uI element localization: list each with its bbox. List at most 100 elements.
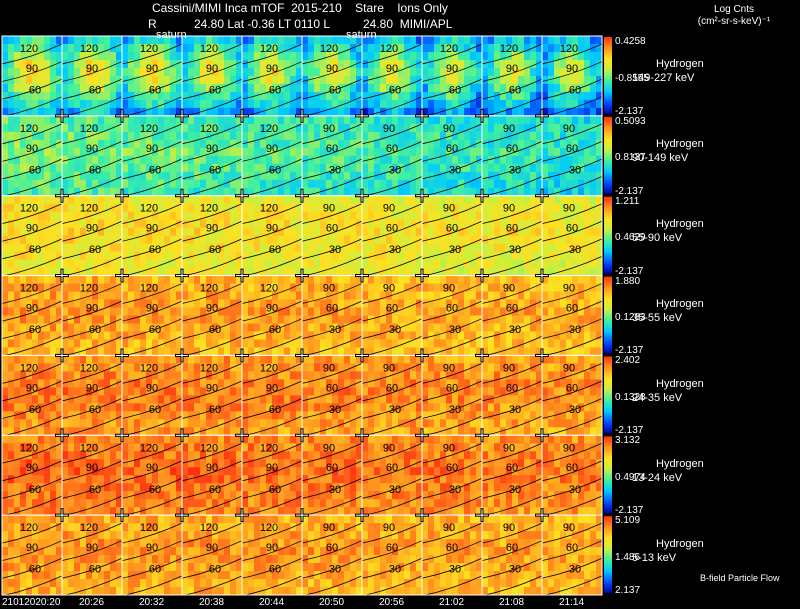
contour-label: 60 xyxy=(386,542,398,554)
saturn-marker-label: saturn xyxy=(346,29,377,41)
contour-label: 30 xyxy=(509,244,521,256)
contour-label: 60 xyxy=(326,303,338,315)
heatmap-panel: 120 90 60 xyxy=(61,115,123,197)
contour-label: 90 xyxy=(443,522,455,534)
colorbar-min-label: -2.137 xyxy=(615,105,644,117)
contour-label: 120 xyxy=(80,203,98,215)
heatmap-panel: 120 90 60 xyxy=(241,514,303,597)
crosshair-marker xyxy=(535,108,549,123)
contour-label: 60 xyxy=(446,303,458,315)
contour-label: 90 xyxy=(503,283,515,295)
contour-label: 30 xyxy=(389,484,401,496)
colorbar-max-label: 1.880 xyxy=(615,275,641,287)
crosshair-marker xyxy=(295,348,309,363)
crosshair-marker xyxy=(475,268,489,283)
contour-label: 60 xyxy=(446,542,458,554)
contour-label: 60 xyxy=(269,164,281,176)
heatmap-panel: 120 90 60 xyxy=(61,35,123,118)
contour-label: 30 xyxy=(509,324,521,336)
contour-label: 120 xyxy=(440,43,458,55)
contour-label: 90 xyxy=(26,382,38,394)
heatmap-panel: 120 90 60 xyxy=(241,354,303,437)
contour-label: 90 xyxy=(383,442,395,454)
contour-label: 90 xyxy=(506,63,518,75)
colorbar-max-label: 0.4258 xyxy=(615,36,646,47)
contour-label: 90 xyxy=(206,542,218,554)
heatmap-panel: 90 60 30 xyxy=(301,195,363,277)
contour-label: 30 xyxy=(449,564,461,576)
colorbar xyxy=(604,516,612,593)
crosshair-marker xyxy=(535,428,549,443)
heatmap-panel: 120 90 60 xyxy=(181,195,243,277)
contour-label: 30 xyxy=(329,164,341,176)
heatmap-panel: 120 90 60 xyxy=(61,195,123,277)
contour-label: 60 xyxy=(89,244,101,256)
heatmap-panel: 120 90 60 xyxy=(421,35,483,118)
contour-label: 120 xyxy=(140,442,158,454)
colorbar-max-label: 3.132 xyxy=(615,435,641,447)
crosshair-marker xyxy=(115,428,129,443)
crosshair-marker xyxy=(175,188,189,203)
colorbar-max-label: 5.109 xyxy=(615,515,641,527)
heatmap-panel: 120 90 60 xyxy=(121,195,183,277)
contour-label: 120 xyxy=(140,43,158,55)
contour-label: 90 xyxy=(146,382,158,394)
contour-label: 90 xyxy=(563,362,575,374)
heatmap-panel: 90 60 30 xyxy=(301,115,363,197)
heatmap-panel: 120 90 60 xyxy=(181,354,243,437)
colorbar-min-label: -2.137 xyxy=(615,185,644,197)
heatmap-panel: 120 90 60 xyxy=(1,434,63,517)
crosshair-marker xyxy=(235,428,249,443)
heatmap-panel: 90 60 30 xyxy=(361,275,423,357)
contour-label: 90 xyxy=(146,143,158,155)
contour-label: 90 xyxy=(146,462,158,474)
contour-label: 60 xyxy=(89,404,101,416)
contour-label: 60 xyxy=(269,324,281,336)
contour-label: 60 xyxy=(506,382,518,394)
contour-label: 60 xyxy=(89,484,101,496)
energy-range-label: 55-90 keV xyxy=(632,232,683,245)
heatmap-panel: 120 90 60 xyxy=(61,434,123,517)
contour-label: 60 xyxy=(506,462,518,474)
contour-label: 120 xyxy=(260,203,278,215)
contour-label: 90 xyxy=(266,462,278,474)
contour-label: 90 xyxy=(503,123,515,135)
contour-label: 90 xyxy=(26,462,38,474)
species-label: Hydrogen xyxy=(656,297,704,310)
contour-label: 60 xyxy=(326,382,338,394)
contour-label: 120 xyxy=(140,203,158,215)
contour-label: 120 xyxy=(260,522,278,534)
crosshair-marker xyxy=(115,108,129,123)
contour-label: 30 xyxy=(389,244,401,256)
contour-label: 30 xyxy=(569,324,581,336)
crosshair-marker xyxy=(415,268,429,283)
contour-label: 90 xyxy=(563,442,575,454)
crosshair-marker xyxy=(355,348,369,363)
crosshair-marker xyxy=(55,108,69,123)
heatmap-panel: 120 90 60 xyxy=(1,115,63,197)
contour-label: 90 xyxy=(383,362,395,374)
heatmap-panel: 120 90 60 xyxy=(181,514,243,597)
contour-label: 120 xyxy=(80,43,98,55)
contour-label: 90 xyxy=(323,522,335,534)
position-label-r: R xyxy=(148,17,157,31)
heatmap-panel: 120 90 60 xyxy=(241,434,303,517)
contour-label: 60 xyxy=(449,84,461,96)
contour-label: 30 xyxy=(329,564,341,576)
heatmap-panel: 90 60 30 xyxy=(421,514,483,597)
heatmap-panel: 120 90 60 xyxy=(481,35,543,118)
contour-label: 90 xyxy=(86,382,98,394)
crosshair-marker xyxy=(355,188,369,203)
species-label: Hydrogen xyxy=(656,457,704,470)
time-tick-label: 21:02 xyxy=(439,597,465,608)
contour-label: 90 xyxy=(266,542,278,554)
crosshair-marker xyxy=(115,188,129,203)
crosshair-marker xyxy=(295,268,309,283)
colorbar-min-label: 2.137 xyxy=(615,585,641,596)
contour-label: 90 xyxy=(26,63,38,75)
colorbar-mid-label: 1.486 xyxy=(615,551,641,563)
contour-label: 90 xyxy=(146,303,158,315)
colorbar-min-label: -2.137 xyxy=(615,505,644,517)
contour-label: 60 xyxy=(29,324,41,336)
contour-label: 30 xyxy=(509,404,521,416)
